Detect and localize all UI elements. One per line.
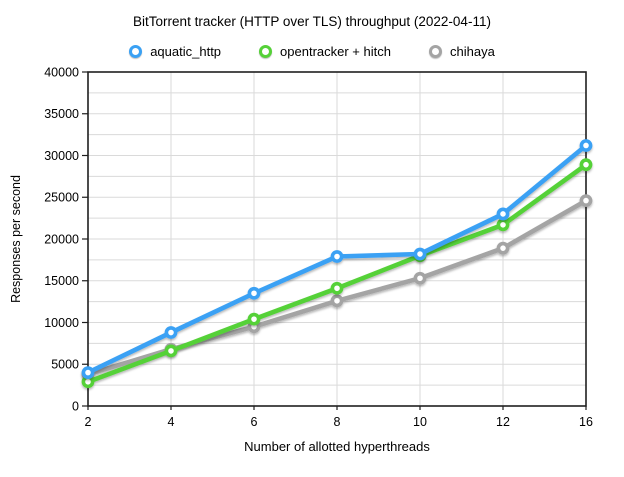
- y-tick-label: 20000: [44, 232, 79, 246]
- y-tick-label: 25000: [44, 191, 79, 205]
- y-tick-label: 15000: [44, 274, 79, 288]
- data-point-marker: [496, 241, 510, 255]
- data-point-marker: [164, 344, 178, 358]
- y-tick-label: 40000: [44, 65, 79, 79]
- data-point-marker: [496, 218, 510, 232]
- data-point-marker: [579, 194, 593, 207]
- data-point-marker: [247, 312, 261, 326]
- data-point-marker: [413, 247, 427, 261]
- series-opentracker-hitch: [81, 158, 593, 389]
- legend-label: opentracker + hitch: [280, 44, 391, 59]
- legend-label: aquatic_http: [150, 44, 222, 59]
- y-tick-label: 10000: [44, 316, 79, 330]
- chart-title: BitTorrent tracker (HTTP over TLS) throu…: [133, 14, 491, 29]
- data-point-marker: [81, 366, 95, 379]
- x-axis-title: Number of allotted hyperthreads: [244, 439, 430, 454]
- x-tick-label: 4: [168, 415, 175, 429]
- legend-ring-icon: [129, 45, 143, 58]
- x-tick-label: 10: [413, 415, 427, 429]
- data-point-marker: [247, 286, 261, 300]
- x-tick-label: 6: [251, 415, 258, 429]
- series-aquatic-http: [81, 139, 593, 379]
- data-point-marker: [579, 158, 593, 172]
- data-point-marker: [496, 207, 510, 221]
- x-tick-label: 2: [85, 415, 92, 429]
- legend-label: chihaya: [449, 44, 495, 59]
- legend: aquatic_http opentracker + hitch chihaya: [0, 44, 624, 59]
- y-tick-label: 0: [72, 399, 79, 413]
- data-point-marker: [330, 294, 344, 308]
- data-point-marker: [579, 139, 593, 152]
- data-point-marker: [164, 326, 178, 339]
- data-point-marker: [330, 281, 344, 295]
- data-point-marker: [413, 271, 427, 285]
- x-tick-label: 12: [496, 415, 510, 429]
- y-tick-label: 30000: [44, 149, 79, 163]
- x-tick-label: 8: [334, 415, 341, 429]
- legend-item-aquatic-http: aquatic_http: [129, 44, 221, 59]
- legend-item-opentracker-hitch: opentracker + hitch: [259, 44, 391, 59]
- y-tick-label: 35000: [44, 107, 79, 121]
- legend-ring-icon: [259, 45, 273, 58]
- y-tick-label: 5000: [51, 358, 79, 372]
- data-point-marker: [330, 250, 344, 263]
- legend-item-chihaya: chihaya: [428, 44, 495, 59]
- x-tick-label: 16: [579, 415, 593, 429]
- legend-ring-icon: [428, 45, 442, 58]
